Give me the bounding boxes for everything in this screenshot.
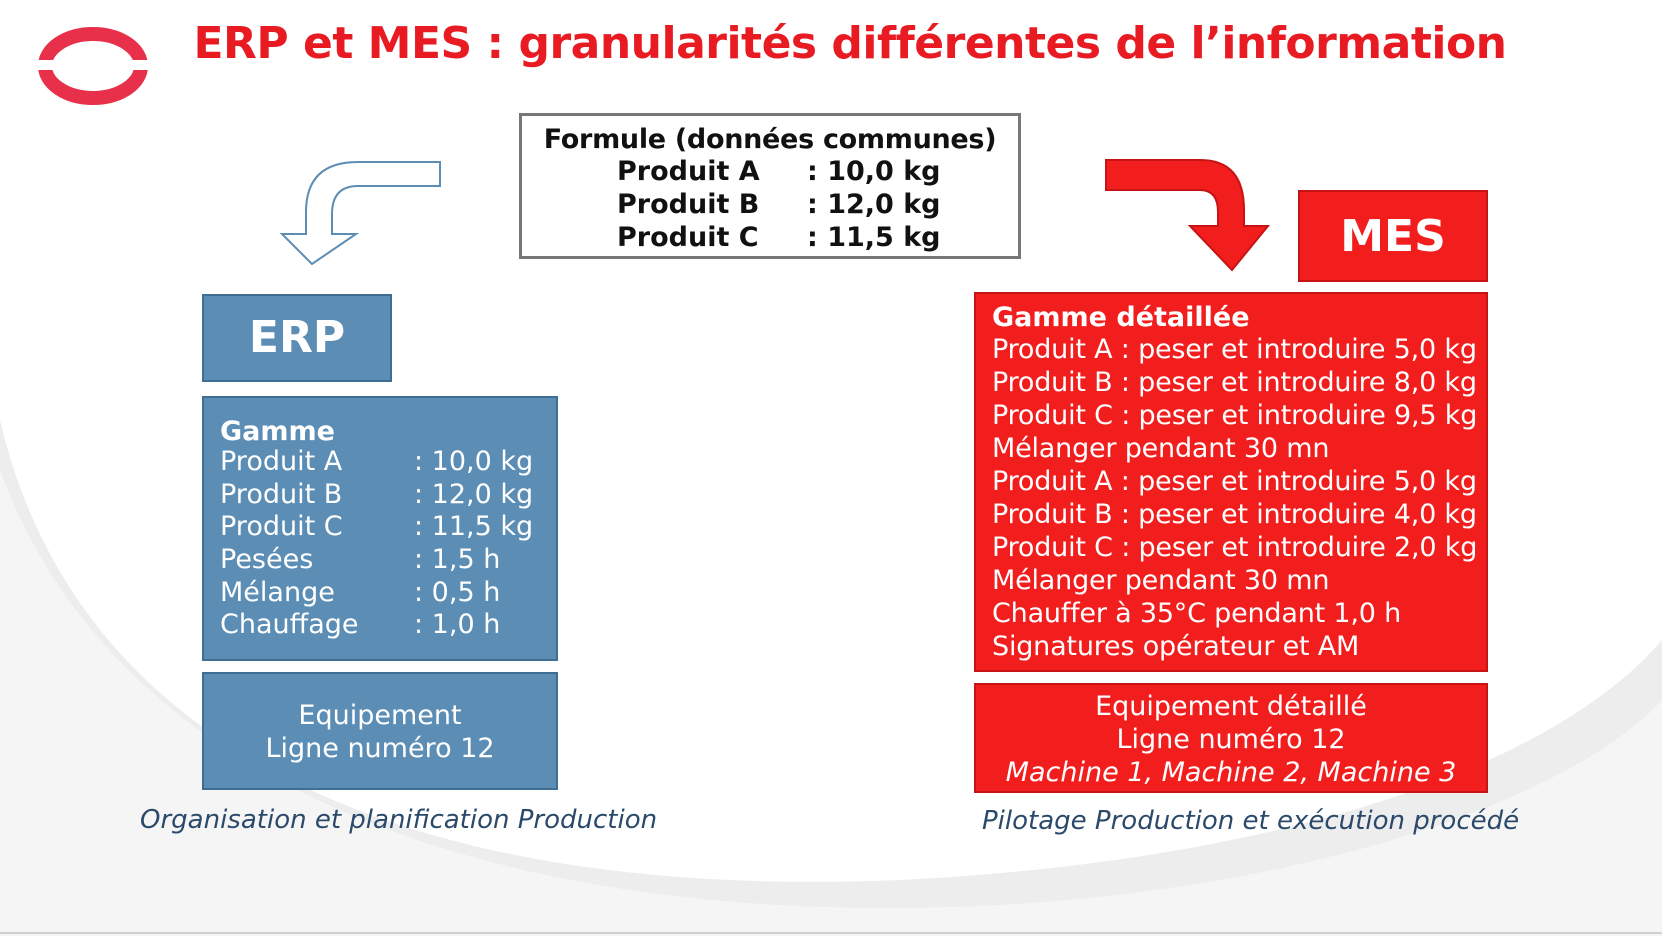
mes-equipment-line: Equipement détaillé <box>1095 691 1367 722</box>
erp-gamme-title: Gamme <box>220 416 335 447</box>
erp-caption: Organisation et planification Production <box>140 805 658 835</box>
mes-gamme-row: Produit C : peser et introduire 9,5 kg <box>992 400 1478 431</box>
erp-gamme-box: Gamme Produit A: 10,0 kg Produit B: 12,0… <box>202 396 558 661</box>
mes-gamme-box: Gamme détaillée Produit A : peser et int… <box>974 292 1488 672</box>
erp-gamme-row: Mélange: 0,5 h <box>220 577 501 608</box>
erp-gamme-row: Produit C: 11,5 kg <box>220 511 534 542</box>
mes-equipment-box: Equipement détaillé Ligne numéro 12 Mach… <box>974 683 1488 793</box>
erp-arrow-icon <box>279 161 441 266</box>
erp-gamme-row: Produit A: 10,0 kg <box>220 446 534 477</box>
mes-gamme-row: Produit C : peser et introduire 2,0 kg <box>992 532 1478 563</box>
formula-box: Formule (données communes) Produit A: 10… <box>519 113 1021 259</box>
formula-row: Produit C: 11,5 kg <box>617 222 941 253</box>
mes-gamme-row: Mélanger pendant 30 mn <box>992 433 1330 464</box>
erp-label: ERP <box>202 294 392 382</box>
erp-equipment-box: Equipement Ligne numéro 12 <box>202 672 558 790</box>
mes-gamme-row: Produit B : peser et introduire 8,0 kg <box>992 367 1477 398</box>
erp-gamme-row: Pesées: 1,5 h <box>220 544 501 575</box>
page-title: ERP et MES : granularités différentes de… <box>193 18 1507 69</box>
mes-gamme-row: Produit B : peser et introduire 4,0 kg <box>992 499 1477 530</box>
formula-row: Produit B: 12,0 kg <box>617 189 941 220</box>
formula-title: Formule (données communes) <box>543 124 997 155</box>
erp-gamme-row: Produit B: 12,0 kg <box>220 479 534 510</box>
mes-equipment-machines: Machine 1, Machine 2, Machine 3 <box>1005 757 1457 788</box>
mes-label: MES <box>1298 190 1488 282</box>
company-logo <box>38 27 148 105</box>
mes-equipment-line: Ligne numéro 12 <box>1116 724 1346 755</box>
mes-gamme-row: Chauffer à 35°C pendant 1,0 h <box>992 598 1402 629</box>
erp-equipment-line: Ligne numéro 12 <box>265 733 495 764</box>
mes-gamme-row: Signatures opérateur et AM <box>992 631 1360 662</box>
formula-row: Produit A: 10,0 kg <box>617 156 941 187</box>
erp-gamme-row: Chauffage: 1,0 h <box>220 609 501 640</box>
mes-gamme-row: Produit A : peser et introduire 5,0 kg <box>992 334 1477 365</box>
erp-equipment-line: Equipement <box>298 700 462 731</box>
mes-gamme-row: Mélanger pendant 30 mn <box>992 565 1330 596</box>
mes-caption: Pilotage Production et exécution procédé <box>982 806 1520 836</box>
mes-gamme-row: Produit A : peser et introduire 5,0 kg <box>992 466 1477 497</box>
mes-gamme-title: Gamme détaillée <box>992 302 1250 333</box>
mes-arrow-icon <box>1105 159 1270 272</box>
